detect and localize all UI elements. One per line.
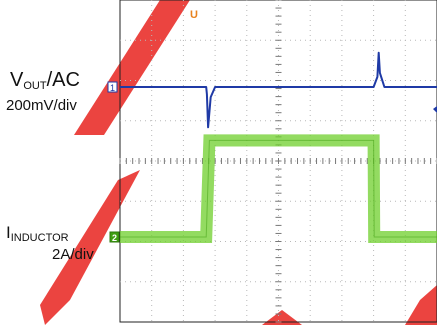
graticule-grid — [119, 0, 437, 323]
ch1-marker-number: 1 — [110, 83, 115, 93]
trigger-position-marker: U — [190, 9, 198, 21]
ch2-label: IINDUCTOR — [6, 224, 69, 244]
ch2-ripple-band — [120, 134, 437, 244]
trace-layer — [120, 51, 437, 244]
ch2-marker-box — [109, 231, 120, 243]
ch2-scale: 2A/div — [52, 246, 94, 263]
ch1-name-suffix: /AC — [46, 69, 80, 91]
ch1-name-main: V — [10, 69, 24, 91]
watermark-stripes — [40, 0, 437, 325]
channel-markers: 12 — [107, 81, 120, 243]
ch1-trace — [120, 51, 437, 129]
ch2-name-sub: INDUCTOR — [10, 232, 69, 244]
ch1-scale: 200mV/div — [6, 97, 77, 114]
ch2-name-main: I — [6, 223, 11, 242]
ch1-label: VOUT/AC — [10, 70, 80, 92]
ch2-trace — [120, 139, 437, 238]
ch1-name-sub: OUT — [23, 80, 47, 92]
ch1-marker-box — [107, 81, 118, 93]
ch2-marker-number: 2 — [112, 233, 117, 243]
trigger-level-marker — [433, 106, 437, 113]
